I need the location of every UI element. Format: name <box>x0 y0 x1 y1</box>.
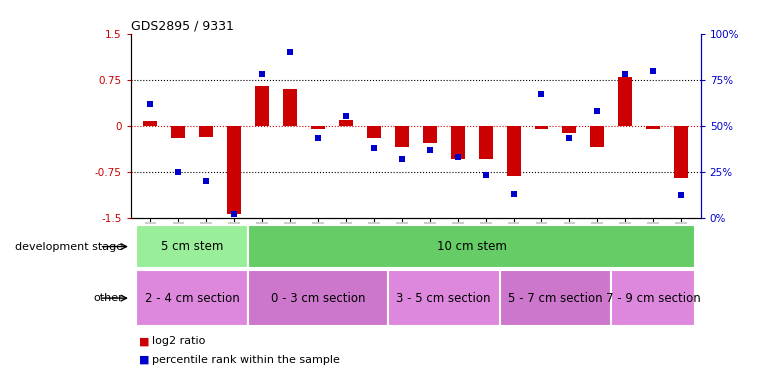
Bar <box>500 270 611 326</box>
Point <box>564 135 576 141</box>
Text: 10 cm stem: 10 cm stem <box>437 240 507 253</box>
Text: GDS2895 / 9331: GDS2895 / 9331 <box>131 20 234 33</box>
Bar <box>199 126 213 136</box>
Bar <box>646 126 660 129</box>
Point <box>424 147 436 153</box>
Bar <box>227 126 241 214</box>
Point <box>675 192 688 198</box>
Point <box>480 172 492 178</box>
Point <box>368 145 380 151</box>
Bar <box>388 270 500 326</box>
Text: 3 - 5 cm section: 3 - 5 cm section <box>397 292 491 304</box>
Bar <box>395 126 409 147</box>
Text: percentile rank within the sample: percentile rank within the sample <box>152 355 340 365</box>
Bar <box>562 126 577 133</box>
Text: 5 - 7 cm section: 5 - 7 cm section <box>508 292 603 304</box>
Text: 2 - 4 cm section: 2 - 4 cm section <box>145 292 239 304</box>
Bar <box>534 126 548 129</box>
Bar <box>618 76 632 126</box>
Bar <box>367 126 381 138</box>
Point <box>312 135 324 141</box>
Text: 5 cm stem: 5 cm stem <box>161 240 223 253</box>
Bar <box>311 126 325 129</box>
Bar <box>143 121 157 126</box>
Point <box>451 154 464 160</box>
Point <box>228 211 240 217</box>
Bar <box>339 120 353 126</box>
Text: other: other <box>93 293 123 303</box>
Text: ■: ■ <box>139 336 152 346</box>
Text: log2 ratio: log2 ratio <box>152 336 206 346</box>
Bar <box>283 89 297 126</box>
Bar <box>172 126 186 138</box>
Text: ■: ■ <box>139 355 152 365</box>
Bar <box>136 225 248 268</box>
Bar <box>450 126 464 159</box>
Bar <box>248 270 388 326</box>
Bar <box>591 126 604 147</box>
Point <box>396 156 408 162</box>
Point <box>284 49 296 55</box>
Point <box>256 71 268 77</box>
Bar <box>611 270 695 326</box>
Bar <box>136 270 248 326</box>
Text: 0 - 3 cm section: 0 - 3 cm section <box>271 292 365 304</box>
Point <box>591 108 604 114</box>
Bar <box>675 126 688 178</box>
Bar <box>479 126 493 159</box>
Point <box>144 100 156 106</box>
Bar <box>248 225 695 268</box>
Point <box>200 178 213 184</box>
Point <box>340 113 352 119</box>
Bar <box>423 126 437 143</box>
Text: 7 - 9 cm section: 7 - 9 cm section <box>606 292 701 304</box>
Point <box>535 92 547 98</box>
Point <box>507 190 520 196</box>
Point <box>172 169 185 175</box>
Bar <box>255 86 270 126</box>
Text: development stage: development stage <box>15 242 123 252</box>
Point <box>647 68 659 74</box>
Point <box>619 71 631 77</box>
Bar <box>507 126 521 176</box>
